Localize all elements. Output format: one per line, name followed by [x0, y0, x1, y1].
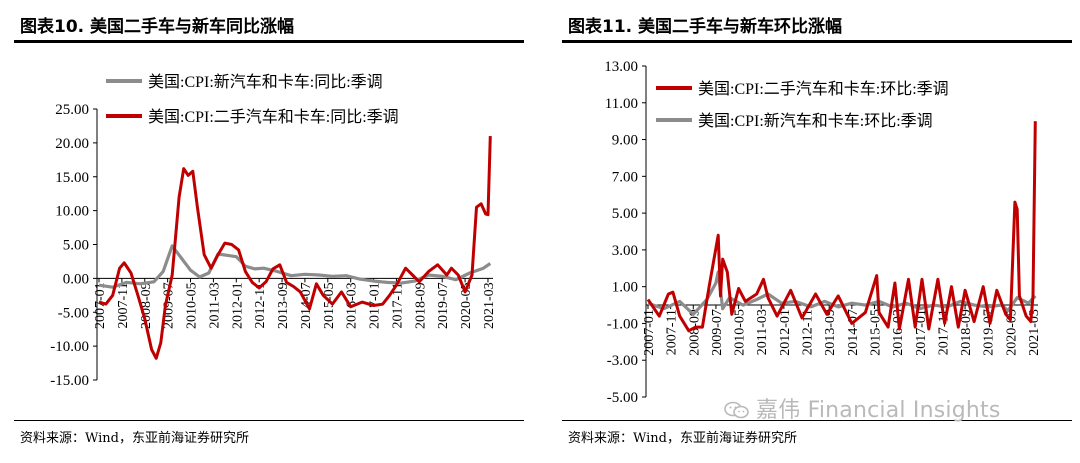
y-tick-label: 5.00 [612, 206, 638, 222]
x-tick-label: 2020-05 [1004, 309, 1019, 356]
legend-label: 美国:CPI:二手汽车和卡车:同比:季调 [148, 108, 399, 126]
x-tick-label: 2015-05 [322, 282, 337, 329]
x-tick-label: 2010-05 [185, 282, 200, 329]
legend-label: 美国:CPI:新汽车和卡车:环比:季调 [698, 112, 933, 130]
source-note: 资料来源：Wind，东亚前海证券研究所 [20, 431, 249, 446]
series-line-new-cars [98, 244, 492, 289]
x-tick-label: 2007-11 [665, 309, 680, 355]
bottom-rule [562, 420, 1072, 421]
x-tick-label: 2015-05 [868, 309, 883, 356]
y-tick-label: -10.00 [50, 339, 89, 355]
y-tick-label: 25.00 [55, 102, 89, 118]
x-tick-label: 2020-05 [459, 282, 474, 329]
x-tick-label: 2021-03 [1027, 309, 1042, 356]
x-tick-label: 2019-07 [982, 309, 997, 356]
x-tick-label: 2018-09 [413, 282, 428, 329]
chart-title: 图表10. 美国二手车与新车同比涨幅 [20, 17, 295, 37]
x-tick-label: 2012-11 [801, 309, 816, 355]
x-tick-label: 2012-11 [253, 282, 268, 328]
x-tick-label: 2021-03 [482, 282, 497, 329]
y-tick-label: 7.00 [612, 169, 638, 185]
y-tick-label: 1.00 [612, 280, 638, 296]
y-tick-label: 5.00 [63, 238, 89, 254]
x-tick-label: 2019-07 [436, 282, 451, 329]
wechat-icon [724, 401, 749, 419]
x-tick-label: 2017-11 [390, 282, 405, 328]
x-tick-label: 2009-07 [710, 309, 725, 356]
x-tick-label: 2011-03 [755, 309, 770, 355]
y-tick-label: -3.00 [607, 353, 638, 369]
y-tick-label: -1.00 [607, 316, 638, 332]
y-tick-label: 10.00 [55, 204, 89, 220]
bottom-rule [14, 420, 524, 421]
watermark: 嘉伟 Financial Insights [724, 392, 1001, 424]
chart-title: 图表11. 美国二手车与新车环比涨幅 [568, 17, 843, 37]
x-tick-label: 2013-09 [823, 309, 838, 356]
y-tick-label: -15.00 [50, 373, 89, 389]
y-tick-label: 15.00 [55, 170, 89, 186]
chart-panel-left: 图表10. 美国二手车与新车同比涨幅 25.00 20.00 15.00 10.00 5… [0, 0, 532, 463]
x-tick-label: 2017-11 [936, 309, 951, 355]
y-tick-label: 20.00 [55, 136, 89, 152]
x-tick-label: 2011-03 [207, 282, 222, 328]
y-tick-label: 9.00 [612, 133, 638, 149]
source-note: 资料来源：Wind，东亚前海证券研究所 [568, 431, 797, 446]
chart-panel-right: 图表11. 美国二手车与新车环比涨幅 13.00 11.00 9.00 7.00 5.0… [548, 0, 1080, 463]
title-rule [562, 40, 1072, 43]
x-tick-label: 2018-09 [959, 309, 974, 356]
y-tick-label: -5.00 [607, 390, 638, 406]
x-tick-label: 2010-05 [733, 309, 748, 356]
series-line-new-cars [647, 270, 1037, 316]
x-tick-label: 2007-01 [93, 282, 108, 329]
y-tick-label: -5.00 [58, 305, 89, 321]
x-tick-label: 2012-01 [230, 282, 245, 329]
series-line-used-cars [98, 136, 492, 360]
y-tick-label: 3.00 [612, 243, 638, 259]
x-tick-label: 2008-09 [139, 282, 154, 329]
series-line-used-cars [646, 121, 1037, 333]
x-tick-label: 2012-01 [778, 309, 793, 356]
y-tick-label: 11.00 [605, 96, 638, 112]
watermark-text: 嘉伟 Financial Insights [756, 398, 1001, 423]
x-tick-label: 2007-11 [116, 282, 131, 328]
mom-line-chart: 13.00 11.00 9.00 7.00 5.00 3.00 1.00 -1.00 -3.00… [604, 59, 1042, 406]
y-tick-label: 0.00 [63, 271, 89, 287]
legend-label: 美国:CPI:新汽车和卡车:同比:季调 [148, 73, 383, 91]
yoy-line-chart: 25.00 20.00 15.00 10.00 5.00 0.00 -5.00 -10.00 -… [50, 73, 497, 389]
legend-label: 美国:CPI:二手汽车和卡车:环比:季调 [698, 80, 949, 98]
x-tick-label: 2008-09 [687, 309, 702, 356]
title-rule [14, 40, 524, 43]
y-tick-label: 13.00 [604, 59, 638, 75]
x-tick-label: 2013-09 [276, 282, 291, 329]
x-tick-label: 2007-01 [642, 309, 657, 356]
